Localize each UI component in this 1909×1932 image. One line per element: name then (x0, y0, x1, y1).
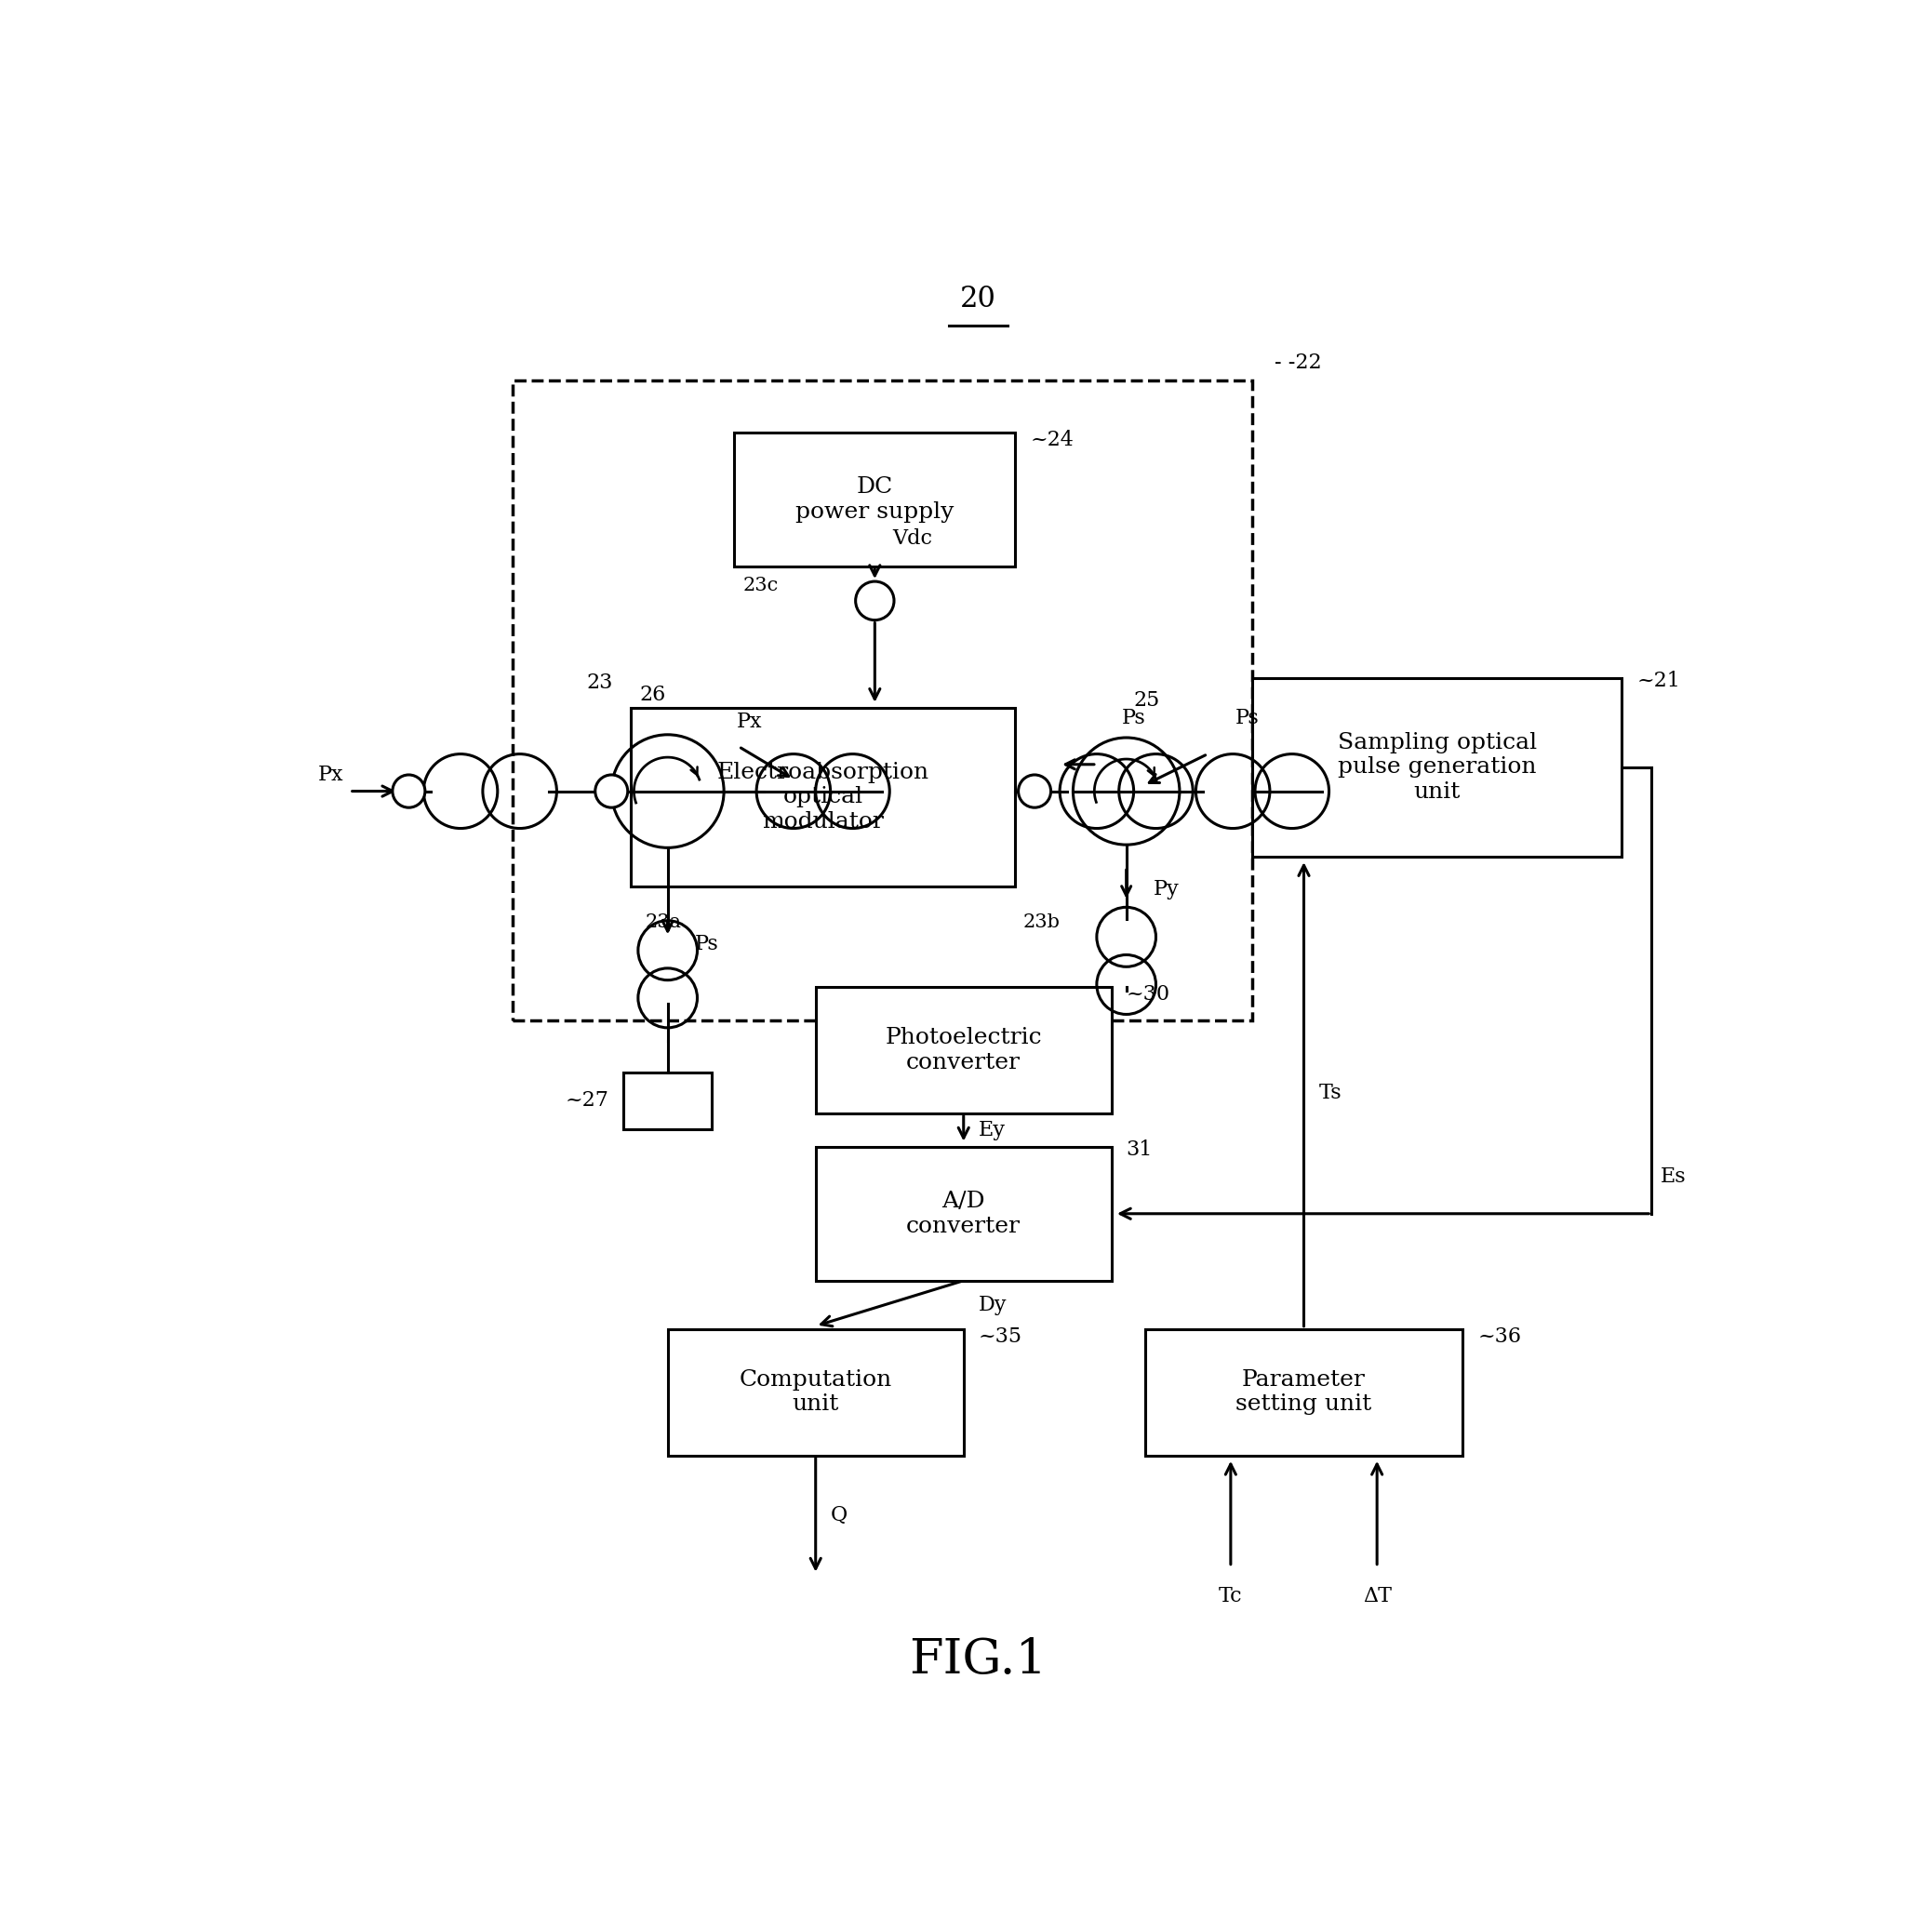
Text: 31: 31 (1126, 1140, 1153, 1159)
Text: Ps: Ps (695, 935, 718, 954)
Text: FIG.1: FIG.1 (909, 1636, 1048, 1683)
Bar (1252, 678, 1623, 856)
Text: ~35: ~35 (979, 1325, 1021, 1347)
Text: Dy: Dy (979, 1294, 1006, 1316)
Bar (815, 987, 1111, 1113)
Text: Photoelectric
converter: Photoelectric converter (886, 1028, 1042, 1072)
Text: ~27: ~27 (565, 1090, 609, 1111)
Text: 23c: 23c (743, 578, 779, 595)
Text: ~21: ~21 (1636, 670, 1680, 692)
Text: Sampling optical
pulse generation
unit: Sampling optical pulse generation unit (1338, 732, 1537, 804)
Text: - -22: - -22 (1273, 352, 1321, 373)
Text: 23b: 23b (1023, 914, 1059, 931)
Text: 23a: 23a (645, 914, 682, 931)
Text: ~24: ~24 (1031, 429, 1073, 450)
Text: Parameter
setting unit: Parameter setting unit (1235, 1370, 1373, 1416)
Text: Ps: Ps (1235, 709, 1260, 728)
Text: Computation
unit: Computation unit (739, 1370, 892, 1416)
Bar (630, 707, 1016, 887)
Text: Es: Es (1661, 1167, 1686, 1186)
Text: Vdc: Vdc (893, 527, 934, 549)
Text: Tc: Tc (1218, 1586, 1243, 1607)
Text: ΔT: ΔT (1363, 1586, 1392, 1607)
Text: DC
power supply: DC power supply (796, 477, 954, 524)
Text: Py: Py (1153, 879, 1178, 900)
Text: Ps: Ps (1122, 709, 1145, 728)
Text: 26: 26 (640, 684, 666, 705)
Circle shape (393, 775, 426, 808)
Text: A/D
converter: A/D converter (907, 1190, 1021, 1236)
Text: 20: 20 (960, 284, 996, 313)
Text: Electroabsorption
optical
modulator: Electroabsorption optical modulator (718, 761, 930, 833)
Text: 23: 23 (586, 672, 613, 694)
Text: Ts: Ts (1319, 1082, 1342, 1103)
Bar (622, 1072, 712, 1128)
Bar (512, 381, 1252, 1020)
Text: Px: Px (317, 765, 344, 784)
Bar (668, 1329, 964, 1455)
Text: Q: Q (830, 1505, 848, 1524)
Bar (815, 1148, 1111, 1281)
Text: ~36: ~36 (1478, 1325, 1521, 1347)
Bar (1145, 1329, 1462, 1455)
Text: Ey: Ey (979, 1121, 1006, 1140)
Circle shape (1017, 775, 1050, 808)
Circle shape (596, 775, 628, 808)
Bar (735, 433, 1016, 566)
Text: 25: 25 (1134, 690, 1161, 711)
Text: Px: Px (737, 711, 762, 732)
Circle shape (855, 582, 893, 620)
Text: ~30: ~30 (1126, 983, 1170, 1005)
